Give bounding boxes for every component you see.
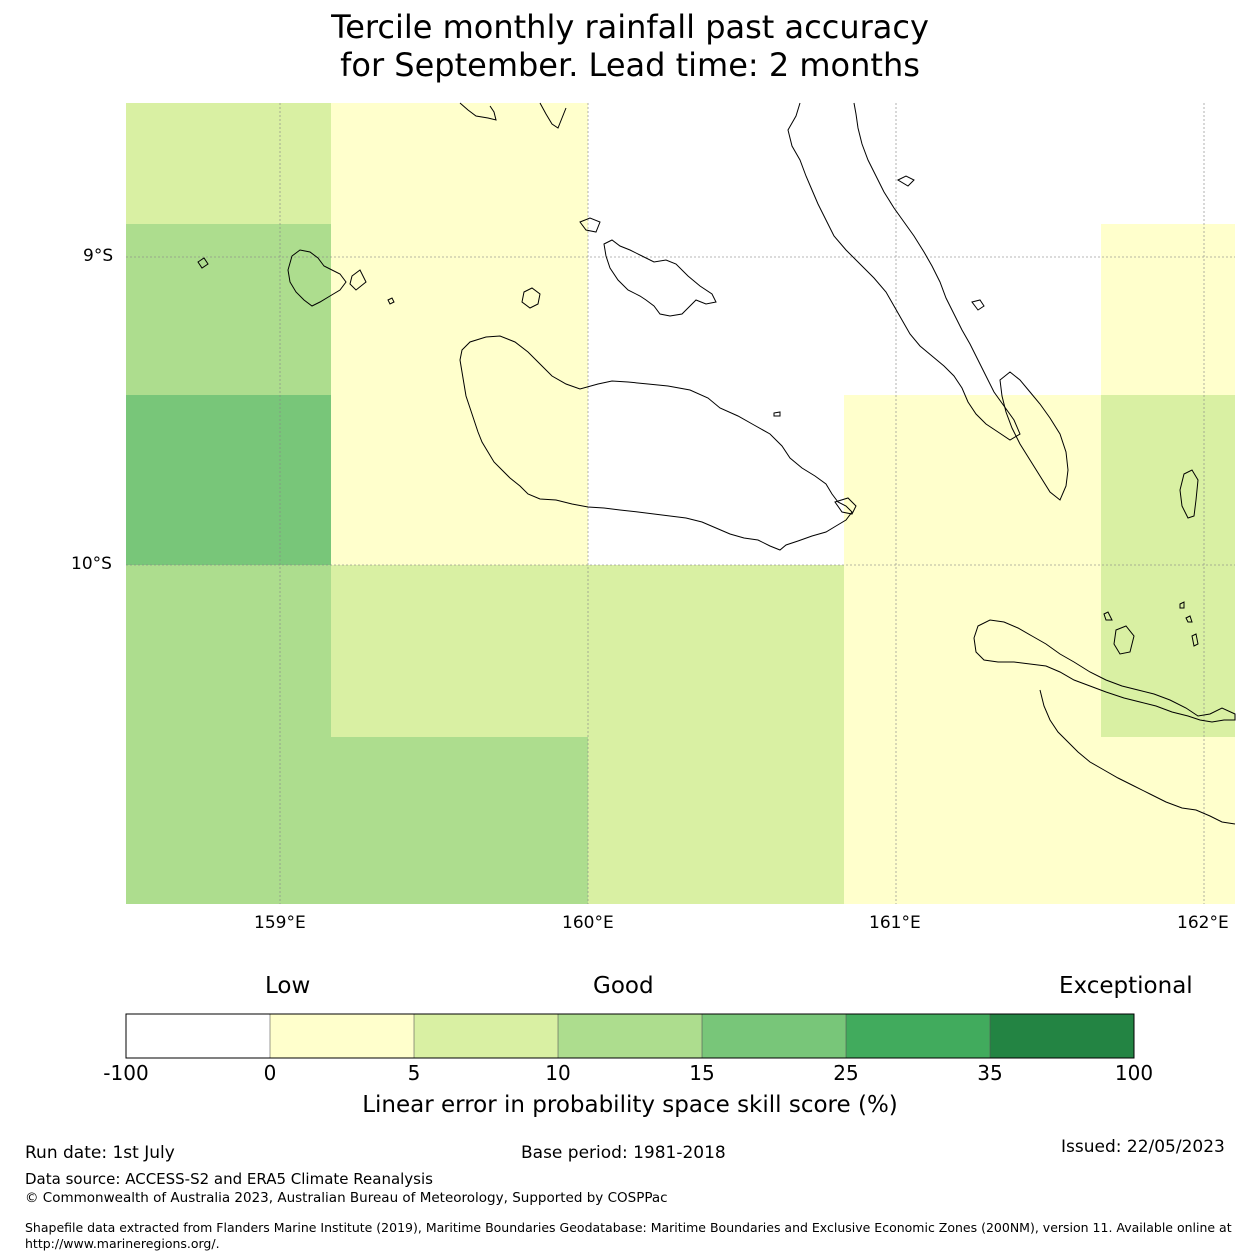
copyright: © Commonwealth of Australia 2023, Austra… xyxy=(25,1190,668,1206)
coastline-malaita xyxy=(787,102,1021,441)
colorbar-seg-2 xyxy=(270,1014,414,1058)
cell-r3-c2 xyxy=(331,395,588,565)
issued-date: Issued: 22/05/2023 xyxy=(1061,1137,1225,1157)
coastline-small-island-1 xyxy=(834,497,857,515)
colorbar-seg-1 xyxy=(126,1014,270,1058)
cell-r4-c5 xyxy=(1101,565,1235,737)
coastline-small-island-6 xyxy=(387,297,395,305)
cell-r4-c3 xyxy=(588,565,844,904)
coastline-small-island-11 xyxy=(1113,625,1135,655)
coastline-small-island-4 xyxy=(197,257,209,269)
colorbar-tick-1: 0 xyxy=(263,1061,277,1085)
colorbar-frame xyxy=(125,1013,1135,1059)
coastline-small-island-7 xyxy=(896,175,915,187)
coastline-new-georgia-fragment-1 xyxy=(459,102,497,121)
colorbar-seg-7 xyxy=(990,1014,1134,1058)
coastline-russell-islands xyxy=(287,249,347,307)
coastline-florida-islands xyxy=(603,239,717,317)
coastline-small-malaita xyxy=(999,371,1069,501)
coastline-small-island-14 xyxy=(1191,633,1199,647)
lon-tick-161e: 161°E xyxy=(869,913,921,933)
colorbar-word-exceptional: Exceptional xyxy=(1059,973,1193,999)
coastline-small-island-2 xyxy=(579,217,601,233)
gridlines xyxy=(126,103,1235,904)
coastline-small-island-3 xyxy=(773,411,781,417)
cell-r2-c2 xyxy=(331,224,588,395)
cell-r4-c4 xyxy=(844,565,1101,904)
chart-title-line2: for September. Lead time: 2 months xyxy=(340,46,920,84)
cell-r2-c5 xyxy=(1101,224,1235,395)
colorbar-seg-3 xyxy=(414,1014,558,1058)
coastline-new-georgia-fragment-2 xyxy=(539,102,567,129)
shapefile-line1: Shapefile data extracted from Flanders M… xyxy=(25,1220,1232,1235)
coastline-savo xyxy=(521,287,541,309)
cell-r4-c2 xyxy=(331,565,588,737)
coastline-small-island-9 xyxy=(1179,469,1199,519)
colorbar-tick-5: 25 xyxy=(833,1061,859,1085)
coastline-makira xyxy=(973,619,1236,723)
colorbar-tick-6: 35 xyxy=(977,1061,1003,1085)
data-source: Data source: ACCESS-S2 and ERA5 Climate … xyxy=(25,1170,433,1188)
coastline-small-island-12 xyxy=(1179,601,1185,609)
coastline-small-island-8 xyxy=(971,299,985,311)
coastline-guadalcanal xyxy=(459,335,853,551)
lon-tick-159e: 159°E xyxy=(254,913,306,933)
cell-r1-c2 xyxy=(331,103,588,224)
colorbar-seg-6 xyxy=(846,1014,990,1058)
lon-tick-160e: 160°E xyxy=(562,913,614,933)
coastline-makira-south xyxy=(1039,689,1236,825)
cell-r3-c4 xyxy=(844,395,1101,565)
base-period: Base period: 1981-2018 xyxy=(521,1143,726,1163)
cell-r5-c2 xyxy=(331,737,588,904)
colorbar-word-good: Good xyxy=(593,973,654,999)
cell-r3-c1 xyxy=(126,395,331,565)
coastline-small-island-13 xyxy=(1185,615,1193,623)
run-date: Run date: 1st July xyxy=(25,1143,175,1163)
chart-title-line1: Tercile monthly rainfall past accuracy xyxy=(331,8,929,46)
lat-tick-9s: 9°S xyxy=(83,246,114,266)
colorbar-title: Linear error in probability space skill … xyxy=(362,1092,898,1118)
coastlines xyxy=(197,102,1236,825)
colorbar-tick-0: -100 xyxy=(103,1061,149,1085)
colorbar-tick-3: 10 xyxy=(545,1061,571,1085)
colorbar-word-low: Low xyxy=(265,973,311,999)
coastline-small-island-10 xyxy=(1103,611,1113,621)
colorbar-seg-4 xyxy=(558,1014,702,1058)
colorbar-tick-7: 100 xyxy=(1114,1061,1154,1085)
lon-tick-162e: 162°E xyxy=(1177,913,1229,933)
cell-r5-c5 xyxy=(1101,737,1235,904)
cell-r1-c1 xyxy=(126,103,331,224)
colorbar-tick-4: 15 xyxy=(689,1061,715,1085)
coastline-small-island-5 xyxy=(349,269,367,291)
shapefile-line2: http://www.marineregions.org/. xyxy=(25,1236,220,1251)
cell-r4-c1 xyxy=(126,565,331,904)
colorbar-seg-5 xyxy=(702,1014,846,1058)
cell-r3-c5 xyxy=(1101,395,1235,565)
lat-tick-10s: 10°S xyxy=(71,554,112,574)
colorbar-tick-2: 5 xyxy=(407,1061,421,1085)
